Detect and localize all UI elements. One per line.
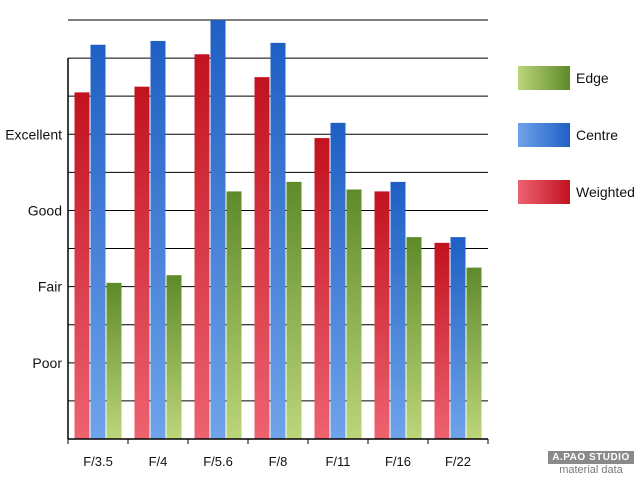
- studio-watermark: A.PAO STUDIO material data: [548, 451, 634, 476]
- x-tick-label-f-11: F/11: [325, 454, 350, 469]
- y-tick-label-excellent: Excellent: [5, 126, 62, 142]
- x-tick-label-f-16: F/16: [385, 454, 411, 469]
- bar-edge-f-22: [466, 267, 482, 439]
- bar-centre-f-22: [450, 237, 466, 439]
- bar-edge-f-11: [346, 189, 362, 439]
- bar-edge-f-5-6: [226, 191, 242, 439]
- x-tick-label-f-3-5: F/3.5: [83, 454, 113, 469]
- bar-edge-f-4: [166, 275, 182, 439]
- x-tick-label-f-4: F/4: [149, 454, 168, 469]
- y-tick-labels: Poor Fair Good Excellent: [5, 126, 62, 371]
- bar-weighted-f-16: [374, 191, 390, 439]
- legend-swatch-weighted: [518, 180, 570, 204]
- legend-label-weighted: Weighted: [576, 184, 635, 200]
- bar-centre-f-11: [330, 122, 346, 439]
- x-tick-label-f-8: F/8: [269, 454, 288, 469]
- y-tick-label-poor: Poor: [32, 355, 62, 371]
- bars: [74, 20, 482, 440]
- bar-centre-f-4: [150, 40, 166, 439]
- bar-centre-f-8: [270, 42, 286, 439]
- bar-weighted-f-5-6: [194, 54, 210, 439]
- bar-edge-f-3-5: [106, 282, 122, 439]
- legend-label-centre: Centre: [576, 127, 618, 143]
- bar-centre-f-16: [390, 181, 406, 440]
- bar-centre-f-5-6: [210, 20, 226, 439]
- legend: Edge Centre Weighted: [518, 66, 635, 204]
- bar-centre-f-3-5: [90, 44, 106, 439]
- bar-weighted-f-22: [434, 242, 450, 439]
- bar-weighted-f-8: [254, 77, 270, 440]
- watermark-top-text: A.PAO STUDIO: [548, 451, 634, 464]
- x-tick-label-f-5-6: F/5.6: [203, 454, 233, 469]
- bar-weighted-f-11: [314, 138, 330, 439]
- legend-swatch-edge: [518, 66, 570, 90]
- axes: [67, 58, 489, 444]
- y-tick-label-good: Good: [28, 202, 62, 218]
- legend-label-edge: Edge: [576, 70, 609, 86]
- bar-weighted-f-4: [134, 86, 150, 439]
- bar-weighted-f-3-5: [74, 92, 90, 439]
- x-tick-label-f-22: F/22: [445, 454, 471, 469]
- watermark-bottom-text: material data: [559, 464, 623, 476]
- bar-edge-f-8: [286, 181, 302, 440]
- x-tick-labels: F/3.5 F/4 F/5.6 F/8 F/11 F/16 F/22: [83, 454, 471, 469]
- bar-edge-f-16: [406, 237, 422, 439]
- legend-swatch-centre: [518, 123, 570, 147]
- y-tick-label-fair: Fair: [38, 279, 62, 295]
